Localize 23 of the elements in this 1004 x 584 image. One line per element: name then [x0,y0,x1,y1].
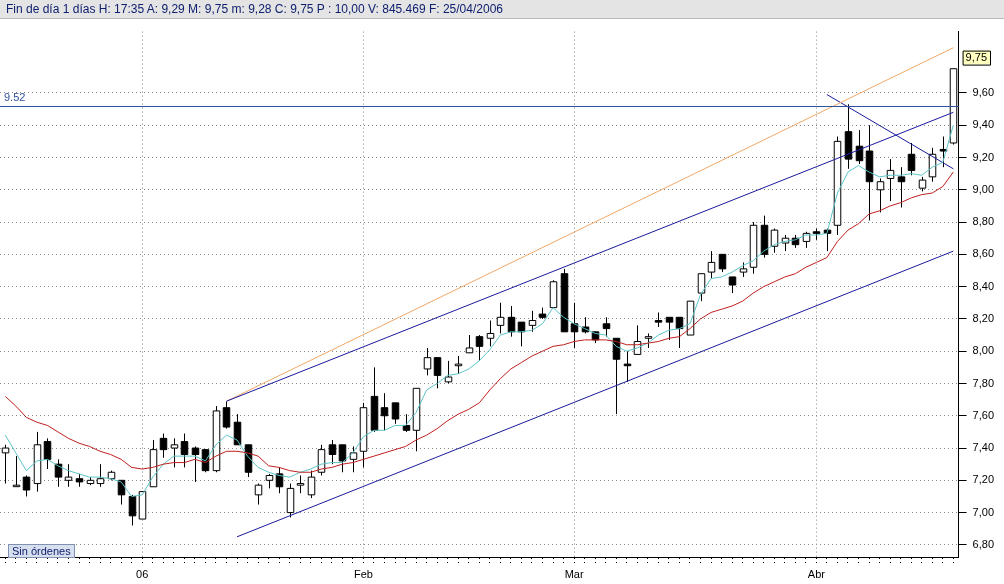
x-tick-label: Feb [353,568,373,581]
y-tick-label: 7,20 [972,473,995,486]
y-tick-label: 7,00 [972,505,995,518]
y-tick-label: 9,00 [972,182,995,195]
ref-line-label: 9.52 [4,91,26,104]
y-tick-label: 8,00 [972,344,995,357]
y-tick-label: 7,80 [972,376,995,389]
x-tick-label: Abr [807,568,826,581]
y-tick-label: 9,20 [972,150,995,163]
chart-title: Fin de día 1 días H: 17:35 A: 9,29 M: 9,75 m: 9,28 C: 9,75 P : 10,00 V: 845.469 F: 25/04/2006 [0,0,1004,19]
x-tick-label: 06 [136,568,149,581]
y-tick-label: 8,40 [972,279,995,292]
y-tick-label: 9,60 [972,85,995,98]
text: 9,75 [965,50,988,63]
y-tick-label: 7,40 [972,441,995,454]
y-tick-label: 8,80 [972,215,995,228]
y-tick-label: 9,40 [972,118,995,131]
y-tick-label: 7,60 [972,408,995,421]
annotation: Sin órdenes [8,544,75,558]
y-tick-label: 8,60 [972,247,995,260]
y-tick-label: 8,20 [972,311,995,324]
x-tick-label: Mar [564,568,584,581]
y-tick-label: 6,80 [972,537,995,550]
